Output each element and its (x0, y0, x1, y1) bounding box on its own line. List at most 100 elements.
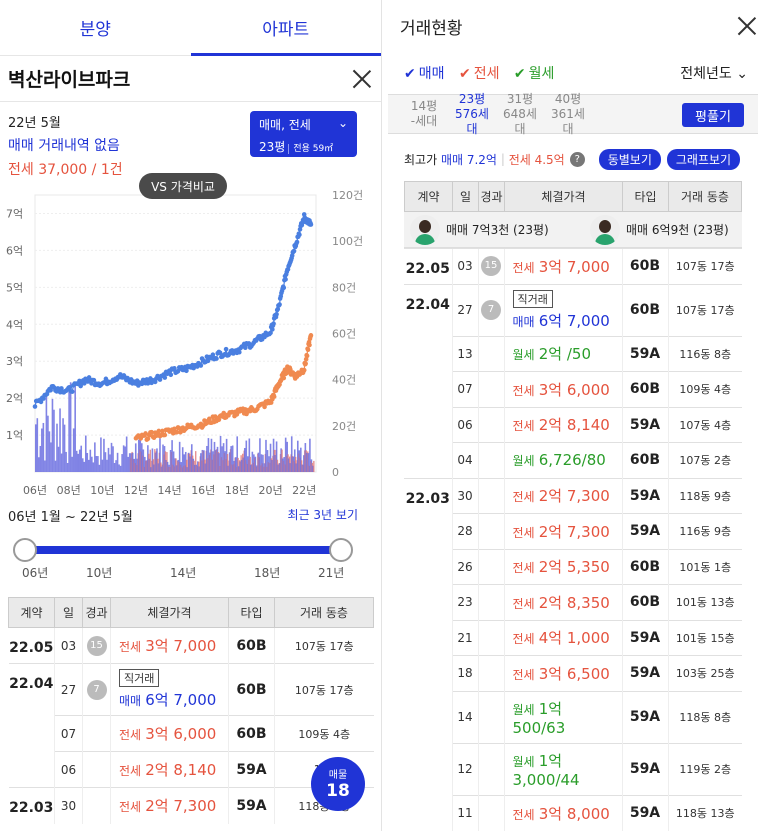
volume-bar (240, 459, 243, 472)
table-row[interactable]: 12 월세 1억 3,000/44 59A 119동 2층 (404, 742, 742, 795)
data-point (243, 345, 248, 351)
type-size-selector[interactable]: 매매, 전세 ⌄ 23평 전용 59㎡ (250, 111, 357, 157)
volume-bar (197, 461, 199, 472)
tab-presale[interactable]: 분양 (79, 20, 111, 40)
price-cell: 전세 3억 6,000 (110, 715, 229, 752)
table-row[interactable]: 26 전세 2억 5,350 60B 101동 1층 (404, 548, 742, 585)
volume-bar (39, 445, 42, 472)
by-building-button[interactable]: 동별보기 (598, 148, 661, 170)
size-option[interactable]: 40평 361세대 (551, 91, 585, 136)
range-end-handle[interactable] (329, 538, 353, 562)
filter-jeonse[interactable]: ✔ 전세 (459, 66, 500, 82)
volume-bar (266, 450, 269, 472)
volume-bar (245, 440, 248, 472)
trade-amount: 2억 5,350 (538, 558, 610, 577)
volume-bar (172, 451, 175, 472)
data-point (139, 381, 145, 387)
price-cell: 전세 2억 8,140 (503, 406, 622, 443)
volume-bar (106, 459, 108, 472)
elapsed-cell (82, 715, 111, 752)
volume-bar (210, 438, 213, 472)
volume-bar (91, 456, 93, 472)
year-dropdown[interactable]: 전체년도 ⌄ (680, 63, 748, 83)
top-trade[interactable]: 매매 7억3천 (23평) (446, 223, 549, 237)
volume-bar (256, 465, 258, 472)
graph-view-button[interactable]: 그래프보기 (666, 148, 741, 170)
volume-bar (189, 456, 192, 472)
table-row[interactable]: 22.05 03 15 전세 3억 7,000 60B 107동 17층 (8, 627, 374, 664)
close-icon[interactable] (736, 15, 758, 37)
building-floor: 116동 9층 (667, 513, 742, 549)
close-icon[interactable] (351, 68, 373, 90)
volume-bar (263, 463, 266, 472)
trade-day: 11 (451, 794, 478, 831)
size-option[interactable]: 31평 648세대 (503, 91, 537, 136)
table-row[interactable]: 06 전세 2억 8,140 59A 107동 4층 (404, 406, 742, 443)
volume-bar (186, 467, 189, 472)
data-point (210, 352, 216, 358)
price-cell: 전세 4억 1,000 (503, 619, 622, 656)
elapsed-badge: 15 (86, 635, 107, 656)
building-floor: 119동 2층 (667, 742, 742, 795)
volume-bar (139, 437, 142, 472)
volume-bar (298, 450, 301, 472)
data-point (281, 285, 287, 291)
volume-bar (251, 451, 254, 472)
listings-label: 매물 (328, 770, 348, 781)
complex-title: 벽산라이브파크 (8, 69, 131, 91)
volume-bar (125, 436, 128, 472)
elapsed-badge: 15 (481, 256, 501, 277)
tab-apartment[interactable]: 아파트 (190, 0, 382, 56)
table-row[interactable]: 22.04 27 7 직거래 매매 6억 7,000 60B 107동 17층 (8, 663, 374, 788)
data-point (308, 222, 314, 227)
x-tick: 06년 (23, 484, 47, 497)
price-cell: 월세 1억 500/63 (503, 690, 622, 743)
table-row[interactable]: 18 전세 3억 6,500 59A 103동 25층 (404, 655, 742, 691)
price-summary: 22년 5월 매매 거래내역 없음 전세 37,000 / 1건 매매, 전세 ⌄… (0, 102, 381, 182)
trade-category: 전세 (119, 800, 142, 815)
range-tick: 10년 (86, 566, 113, 580)
volume-bar (131, 452, 134, 472)
range-track[interactable] (24, 546, 342, 554)
table-row[interactable]: 28 전세 2억 7,300 59A 116동 9층 (404, 513, 742, 549)
volume-bar (242, 457, 245, 472)
volume-bar (295, 463, 298, 472)
table-row[interactable]: 22.04 27 7 직거래 매매 6억 7,000 60B 107동 17층 (404, 283, 742, 478)
unit-type: 60B (621, 442, 668, 478)
table-row[interactable]: 04 월세 6,726/80 60B 107동 2층 (404, 442, 742, 478)
table-row[interactable]: 21 전세 4억 1,000 59A 101동 15층 (404, 619, 742, 656)
expand-sizes-button[interactable]: 평풀기 (682, 103, 744, 127)
table-row[interactable]: 07 전세 3억 6,000 60B 109동 4층 (9, 715, 374, 752)
volume-bar (53, 409, 55, 472)
size-option[interactable]: 14평 -세대 (410, 99, 438, 128)
filter-sale[interactable]: ✔ 매매 (404, 66, 445, 82)
listings-fab[interactable]: 매물 18 (311, 757, 365, 811)
help-icon[interactable]: ? (569, 151, 585, 167)
volume-bar (243, 448, 246, 472)
data-point (270, 327, 275, 332)
chevron-down-icon: ⌄ (736, 66, 748, 82)
table-row[interactable]: 13 월세 2억 /50 59A 116동 8층 (404, 335, 742, 372)
range-start-handle[interactable] (13, 538, 37, 562)
trade-category: 월세 (512, 702, 535, 717)
table-row[interactable]: 11 전세 3억 8,000 59A 118동 13층 (404, 794, 742, 831)
table-row[interactable]: 14 월세 1억 500/63 59A 118동 8층 (404, 690, 742, 743)
x-tick: 16년 (191, 484, 215, 497)
table-row[interactable]: 22.05 03 15 전세 3억 7,000 60B 107동 17층 (404, 248, 742, 284)
filter-monthly[interactable]: ✔ 월세 (514, 66, 555, 82)
vs-compare-button[interactable]: VS 가격비교 (139, 173, 227, 199)
volume-bar (115, 460, 117, 472)
y-left-tick: 1억 (6, 429, 23, 442)
summary-sale: 매매 거래내역 없음 (8, 138, 120, 154)
price-cell: 전세 2억 7,300 (110, 787, 229, 824)
unit-type: 59A (621, 513, 668, 549)
recent-3y-link[interactable]: 최근 3년 보기 (287, 508, 358, 522)
top-trade[interactable]: 매매 6억9천 (23평) (626, 223, 729, 237)
size-option[interactable]: 23평 576세대 (455, 91, 489, 136)
volume-bar (284, 437, 287, 472)
table-row[interactable]: 07 전세 3억 6,000 60B 109동 4층 (404, 371, 742, 407)
volume-bar (303, 455, 305, 472)
table-row[interactable]: 23 전세 2억 8,350 60B 101동 13층 (404, 584, 742, 620)
volume-bar (239, 461, 242, 472)
